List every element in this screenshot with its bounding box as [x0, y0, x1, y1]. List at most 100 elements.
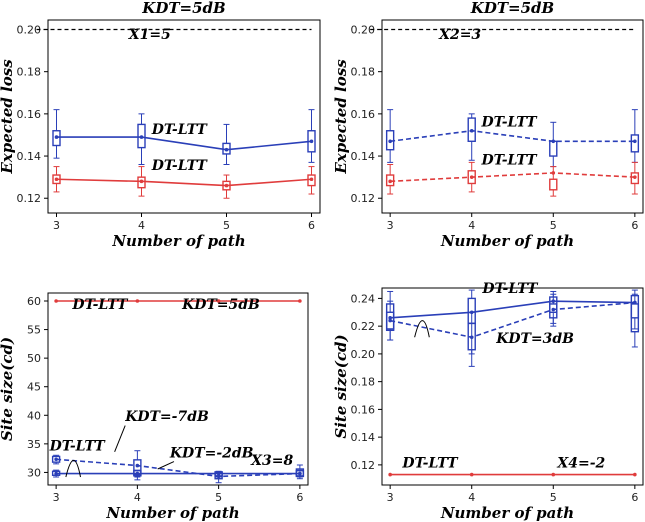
y-tick-label: 0.20	[17, 23, 42, 36]
x-tick-label: 5	[223, 219, 230, 232]
data-point	[309, 139, 314, 144]
y-tick-label: 0.12	[351, 192, 376, 205]
y-axis-label: Expected loss	[0, 59, 16, 175]
annotation-bracket	[414, 320, 430, 338]
data-point	[551, 307, 556, 312]
data-point	[633, 472, 637, 477]
data-point	[388, 179, 392, 184]
annotation-label: X3=8	[250, 453, 293, 469]
box	[222, 180, 231, 191]
series-line	[56, 136, 312, 151]
box	[467, 117, 476, 142]
annotation-bracket	[65, 459, 81, 478]
x-tick-label: 3	[387, 219, 394, 232]
data-point	[388, 472, 392, 477]
annotation-label: X2=3	[438, 27, 481, 43]
annotation-label: KDT=-7dB	[124, 409, 209, 425]
x-tick-label: 4	[468, 491, 475, 504]
box	[549, 303, 558, 319]
y-tick-label: 0.12	[17, 192, 42, 205]
y-tick-label: 0.16	[351, 403, 376, 416]
x-tick-label: 3	[53, 219, 60, 232]
box	[51, 455, 61, 463]
plot-frame	[381, 19, 644, 214]
data-point	[298, 299, 302, 303]
x-tick-label: 5	[550, 491, 557, 504]
y-tick-label: 50	[27, 352, 41, 365]
annotation-label: DT-LTT	[481, 281, 539, 297]
y-tick-label: 0.22	[351, 320, 376, 333]
data-point	[139, 135, 144, 139]
series-1	[54, 299, 302, 303]
y-tick-label: 0.16	[17, 108, 42, 121]
box	[630, 303, 640, 333]
data-point	[54, 471, 58, 476]
x-tick-label: 6	[631, 219, 638, 232]
box	[307, 130, 316, 153]
y-tick-label: 0.14	[351, 431, 376, 444]
annotation-label: X4=-2	[556, 456, 605, 472]
annotation-arrow	[157, 461, 175, 470]
box	[52, 174, 61, 185]
series-line	[390, 300, 635, 319]
x-axis-label: Number of path	[440, 504, 574, 522]
box	[385, 130, 395, 151]
x-tick-label: 3	[53, 491, 60, 504]
series-line	[390, 129, 635, 143]
box	[549, 140, 558, 157]
data-point	[388, 316, 392, 320]
series-1	[385, 109, 640, 168]
box	[385, 174, 395, 187]
series-2	[52, 166, 316, 199]
x-tick-label: 5	[215, 491, 222, 504]
box	[295, 468, 305, 478]
box	[51, 470, 61, 476]
data-point	[388, 139, 392, 144]
annotation-label: KDT=3dB	[495, 331, 574, 347]
box	[52, 130, 61, 147]
chart-panel-2: KDT=5dB 3 4 5 6 0.12 0.14 0.16 0.18 0.20 Number of…	[332, 0, 644, 250]
series-3	[388, 472, 637, 477]
data-point	[224, 147, 229, 152]
annotation-label: KDT=5dB	[181, 297, 260, 313]
y-tick-label: 30	[27, 466, 41, 479]
data-point	[469, 175, 474, 179]
data-point	[309, 177, 314, 182]
plot-frame	[381, 287, 644, 486]
data-point	[469, 128, 474, 133]
chart-title: KDT=5dB	[470, 0, 554, 17]
y-tick-label: 0.24	[351, 292, 376, 305]
plot-frame	[47, 292, 309, 486]
annotation-label: KDT=-2dB	[169, 446, 254, 462]
x-axis-label: Number of path	[111, 232, 245, 250]
y-tick-label: 0.14	[351, 150, 376, 163]
box	[467, 170, 476, 185]
chart-panel-4: 3 4 5 6 0.12 0.14 0.16 0.18 0.20 0.22 0.24 Number o…	[332, 281, 644, 522]
y-axis-label: Expected loss	[332, 59, 350, 175]
box	[467, 322, 476, 351]
data-point	[135, 463, 140, 468]
annotation-label: DT-LTT	[481, 152, 539, 168]
y-tick-label: 0.14	[17, 150, 42, 163]
y-tick-label: 0.20	[351, 348, 376, 361]
y-axis-label: Site size(cd)	[0, 337, 16, 441]
box	[137, 176, 146, 189]
data-point	[216, 299, 221, 303]
x-tick-label: 6	[308, 219, 315, 232]
annotation-label: DT-LTT	[151, 158, 209, 174]
data-point	[469, 472, 474, 477]
series-line	[56, 458, 300, 478]
data-point	[216, 474, 221, 479]
y-tick-label: 60	[27, 295, 41, 308]
series-1	[52, 109, 316, 165]
box	[214, 471, 223, 480]
data-point	[469, 335, 474, 340]
series-line	[389, 301, 635, 339]
data-point	[551, 472, 556, 477]
data-point	[298, 471, 302, 476]
annotation-label: DT-LTT	[401, 456, 459, 472]
x-tick-label: 6	[296, 491, 303, 504]
data-point	[224, 183, 229, 188]
data-point	[633, 139, 637, 144]
